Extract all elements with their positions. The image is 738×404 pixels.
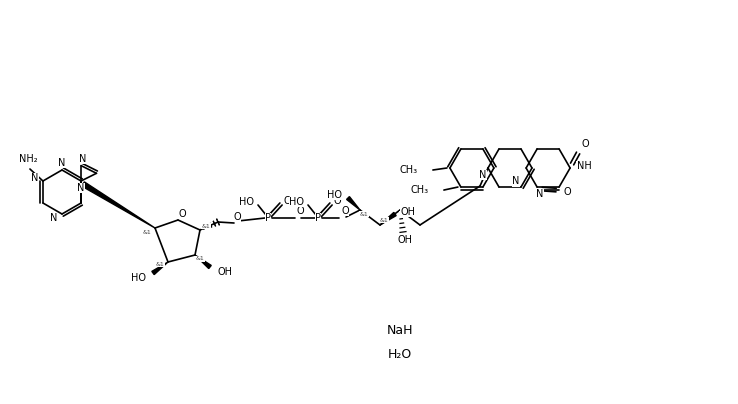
Text: N: N [80, 154, 87, 164]
Text: O: O [341, 206, 349, 216]
Text: O: O [283, 196, 291, 206]
Text: &1: &1 [379, 217, 388, 223]
Text: P: P [265, 213, 271, 223]
Text: &1: &1 [196, 257, 204, 261]
Text: N: N [50, 213, 58, 223]
Text: N: N [58, 158, 66, 168]
Text: N: N [537, 189, 544, 199]
Text: P: P [315, 213, 321, 223]
Text: HO: HO [326, 190, 342, 200]
Text: O: O [178, 209, 186, 219]
Text: CH₃: CH₃ [411, 185, 429, 195]
Text: OH: OH [401, 207, 415, 217]
Text: HO: HO [131, 273, 145, 283]
Text: NH: NH [576, 161, 591, 171]
Polygon shape [347, 197, 360, 210]
Text: &1: &1 [359, 212, 368, 217]
Text: &1: &1 [142, 231, 151, 236]
Text: O: O [563, 187, 571, 197]
Text: HO: HO [289, 197, 305, 207]
Text: &1: &1 [156, 261, 165, 267]
Polygon shape [380, 213, 396, 225]
Polygon shape [195, 255, 211, 269]
Text: N: N [512, 176, 520, 186]
Text: O: O [233, 212, 241, 222]
Text: NH₂: NH₂ [18, 154, 37, 164]
Text: CH₃: CH₃ [400, 165, 418, 175]
Text: &1: &1 [399, 212, 408, 217]
Text: &1: &1 [201, 223, 210, 229]
Text: O: O [582, 139, 589, 149]
Text: NaH: NaH [387, 324, 413, 337]
Text: N: N [479, 170, 486, 180]
Text: N: N [77, 183, 85, 193]
Text: O: O [296, 206, 304, 216]
Text: OH: OH [398, 235, 413, 245]
Text: O: O [333, 196, 341, 206]
Polygon shape [82, 182, 155, 228]
Text: N: N [31, 173, 38, 183]
Text: H₂O: H₂O [388, 349, 412, 362]
Text: HO: HO [240, 197, 255, 207]
Text: OH: OH [218, 267, 232, 277]
Polygon shape [152, 262, 168, 275]
